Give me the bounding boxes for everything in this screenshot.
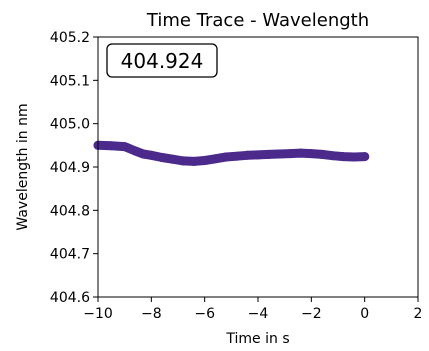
y-axis-ticks: 404.6 404.7 404.8 404.9 405.0 405.1 405.2 <box>50 30 98 306</box>
data-point <box>178 156 188 166</box>
data-point <box>264 149 274 159</box>
data-point <box>242 150 252 160</box>
data-point <box>138 149 148 159</box>
y-tick-label: 404.6 <box>50 290 90 306</box>
data-point <box>338 152 348 162</box>
x-tick-label: 2 <box>414 306 423 322</box>
data-point <box>189 156 199 166</box>
y-tick-label: 405.0 <box>50 117 90 133</box>
x-tick-label: −10 <box>83 306 113 322</box>
x-axis-title: Time in s <box>225 331 289 347</box>
data-point <box>296 148 306 158</box>
data-point <box>221 152 231 162</box>
data-point <box>360 152 370 162</box>
x-tick-label: −4 <box>248 306 269 322</box>
data-point <box>106 141 116 151</box>
y-tick-label: 404.7 <box>50 247 90 263</box>
data-point <box>157 153 167 162</box>
x-tick-label: −2 <box>301 306 322 322</box>
y-tick-label: 404.9 <box>50 160 90 176</box>
chart-title: Time Trace - Wavelength <box>146 10 369 31</box>
current-value-label: 404.924 <box>121 49 204 73</box>
data-point <box>200 156 210 165</box>
data-point <box>349 152 359 162</box>
current-value-box-frame <box>106 43 218 78</box>
data-point <box>317 149 327 159</box>
data-point <box>306 149 316 159</box>
x-tick-label: −6 <box>194 306 215 322</box>
data-point <box>146 150 156 160</box>
series-layer <box>93 140 370 166</box>
data-point <box>168 154 178 164</box>
data-point <box>130 146 140 156</box>
current-value-box: 404.924 <box>106 43 218 78</box>
y-tick-label: 405.2 <box>50 30 90 46</box>
data-point <box>328 151 338 161</box>
x-axis-ticks: −10 −8 −6 −4 −2 0 2 <box>83 297 422 322</box>
data-point <box>210 154 220 164</box>
x-tick-label: 0 <box>360 306 369 322</box>
data-point <box>253 150 263 160</box>
data-point <box>274 149 284 159</box>
plot-area-frame <box>97 36 419 298</box>
x-tick-label: −8 <box>141 306 162 322</box>
y-tick-label: 405.1 <box>50 73 90 89</box>
y-tick-label: 404.8 <box>50 203 90 219</box>
y-axis-title: Wavelength in nm <box>15 103 31 230</box>
data-point <box>120 142 130 152</box>
data-point <box>232 151 242 161</box>
data-point <box>285 149 295 159</box>
